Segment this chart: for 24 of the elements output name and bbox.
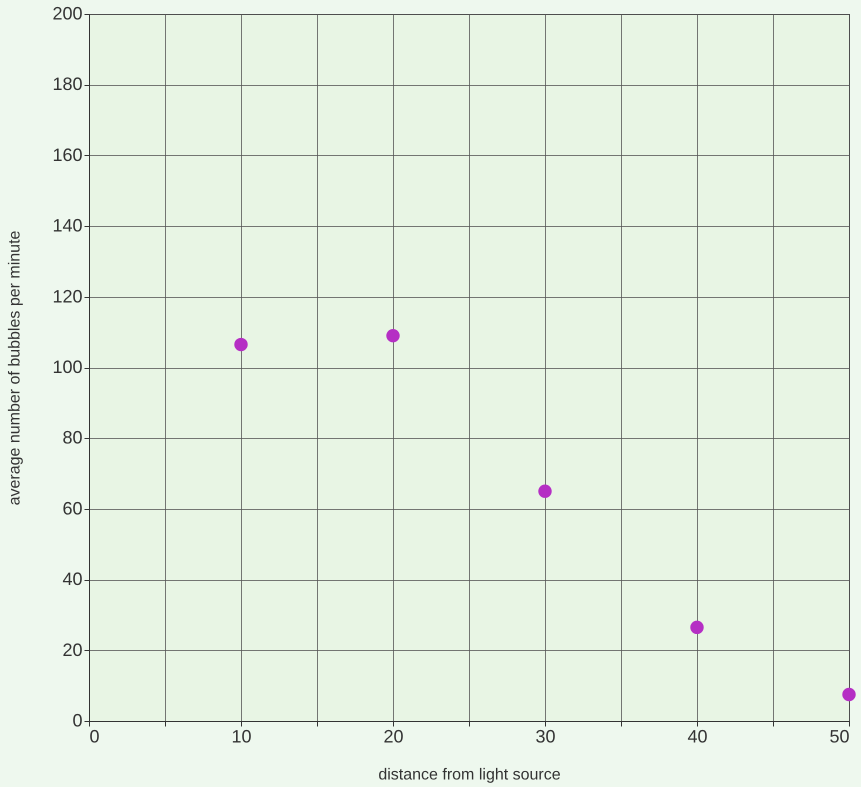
- y-tick-label: 120: [52, 286, 82, 306]
- point: [538, 484, 552, 498]
- y-tick-label: 40: [62, 569, 82, 590]
- y-tick-label: 60: [62, 498, 82, 518]
- point: [386, 328, 400, 342]
- y-tick-label: 200: [52, 4, 82, 24]
- x-tick-label: 50: [829, 726, 850, 746]
- y-tick-label: 100: [52, 357, 82, 377]
- y-tick-label: 160: [52, 144, 82, 165]
- point: [234, 338, 248, 352]
- x-axis-title: distance from light source: [378, 766, 561, 784]
- y-tick-label: 20: [62, 640, 82, 660]
- x-tick-label: 10: [231, 726, 252, 746]
- y-tick-label: 180: [52, 74, 82, 94]
- y-tick-label: 140: [52, 216, 82, 236]
- x-tick-label: 30: [535, 726, 556, 746]
- x-tick-label: 40: [687, 726, 708, 746]
- point: [842, 688, 856, 702]
- y-tick-label: 0: [72, 710, 82, 730]
- x-tick-label: 0: [90, 726, 100, 746]
- y-tick-label: 80: [62, 428, 82, 448]
- x-tick-label: 20: [383, 726, 404, 746]
- y-axis-title: average number of bubbles per minute: [6, 230, 24, 506]
- point: [690, 620, 704, 634]
